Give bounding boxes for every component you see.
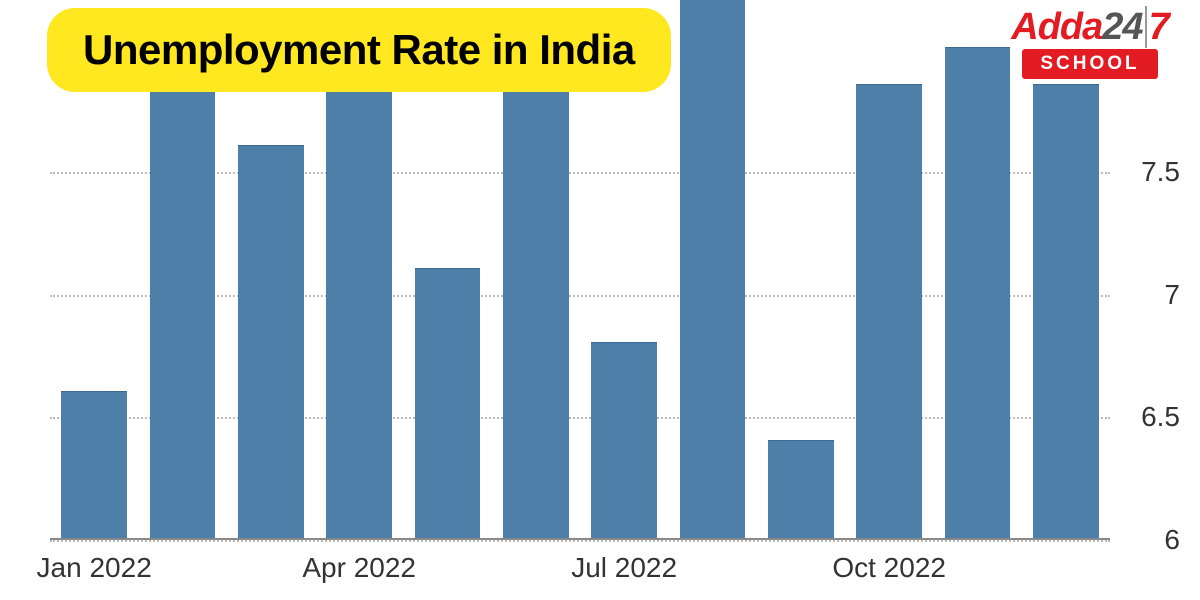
bar — [680, 0, 745, 538]
bar — [856, 84, 921, 538]
bar — [945, 47, 1010, 538]
bar — [61, 391, 126, 538]
y-tick-label: 6 — [1164, 524, 1180, 556]
x-tick-label: Oct 2022 — [832, 552, 946, 584]
bar — [150, 23, 215, 538]
x-tick-label: Jan 2022 — [37, 552, 152, 584]
bar — [415, 268, 480, 538]
bar — [326, 84, 391, 538]
x-tick-label: Jul 2022 — [571, 552, 677, 584]
brand-logo: Adda247 SCHOOL — [990, 8, 1190, 79]
bar — [768, 440, 833, 538]
x-tick-label: Apr 2022 — [302, 552, 416, 584]
chart-title-text: Unemployment Rate in India — [83, 26, 635, 73]
y-tick-label: 7 — [1164, 279, 1180, 311]
bar — [503, 84, 568, 538]
brand-sublabel: SCHOOL — [1022, 49, 1157, 79]
bar — [1033, 84, 1098, 538]
gridline — [50, 540, 1110, 542]
brand-logo-top: Adda247 — [990, 8, 1190, 46]
y-tick-label: 7.5 — [1141, 156, 1180, 188]
bar — [591, 342, 656, 538]
bar — [238, 145, 303, 538]
y-tick-label: 6.5 — [1141, 401, 1180, 433]
chart-title-badge: Unemployment Rate in India — [47, 8, 671, 92]
brand-digits-b: 7 — [1145, 6, 1169, 48]
brand-name: Adda — [1011, 6, 1102, 48]
brand-digits-a: 24 — [1102, 6, 1142, 48]
